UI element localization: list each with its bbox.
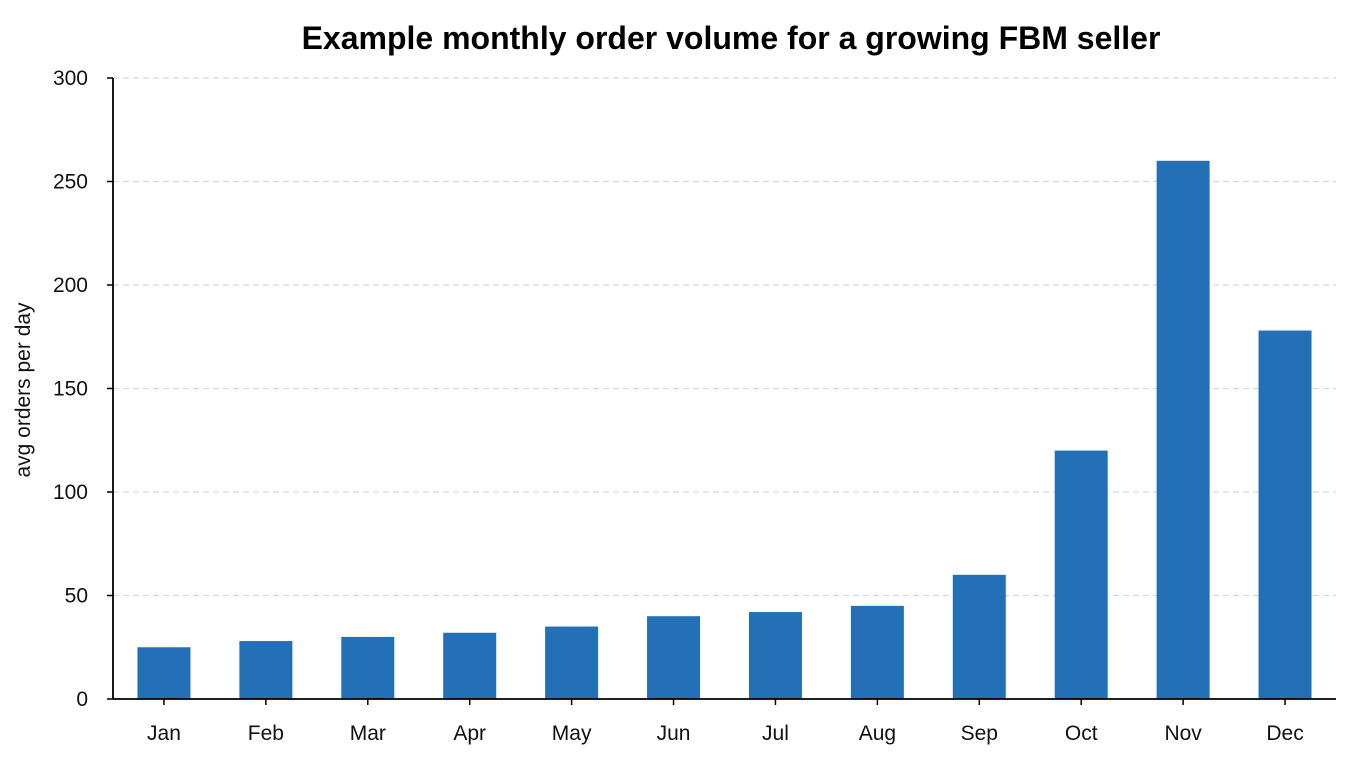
y-tick-label: 200 (53, 274, 88, 297)
y-tick-label: 250 (53, 171, 88, 194)
x-tick-label: Mar (350, 722, 386, 745)
x-tick-label: Jul (762, 722, 789, 745)
y-tick-label: 150 (53, 378, 88, 401)
bar-sep (952, 574, 1006, 699)
x-tick-label: Jan (147, 722, 181, 745)
x-tick-label: Jun (657, 722, 691, 745)
bar-jun (647, 616, 701, 699)
bar-may (545, 626, 599, 699)
y-axis-label: avg orders per day (12, 302, 35, 478)
bar-feb (239, 641, 293, 699)
x-axis-ticks: Jan Feb Mar Apr May Jun Jul Aug Sep Oct Nov Dec (147, 699, 1304, 745)
gridlines (113, 77, 1336, 597)
y-tick-label: 100 (53, 481, 88, 504)
bar-dec (1258, 330, 1312, 699)
y-tick-label: 300 (53, 67, 88, 90)
x-tick-label: Apr (453, 722, 486, 745)
bar-oct (1054, 450, 1108, 699)
x-tick-label: Sep (961, 722, 998, 745)
y-axis-ticks: 0 50 100 150 200 250 300 (53, 67, 113, 711)
y-tick-label: 50 (65, 585, 88, 608)
bar-nov (1156, 160, 1210, 700)
bar-apr (443, 632, 497, 699)
x-tick-label: Oct (1065, 722, 1098, 745)
bars (137, 160, 1312, 700)
y-tick-label: 0 (76, 688, 88, 711)
x-tick-label: Dec (1266, 722, 1303, 745)
x-tick-label: Aug (859, 722, 896, 745)
x-tick-label: Feb (248, 722, 284, 745)
chart-title: Example monthly order volume for a growi… (302, 20, 1161, 56)
bar-jul (748, 612, 802, 699)
x-tick-label: May (552, 722, 592, 745)
bar-aug (850, 605, 904, 699)
x-tick-label: Nov (1164, 722, 1202, 745)
bar-mar (341, 636, 395, 699)
bar-jan (137, 647, 191, 699)
